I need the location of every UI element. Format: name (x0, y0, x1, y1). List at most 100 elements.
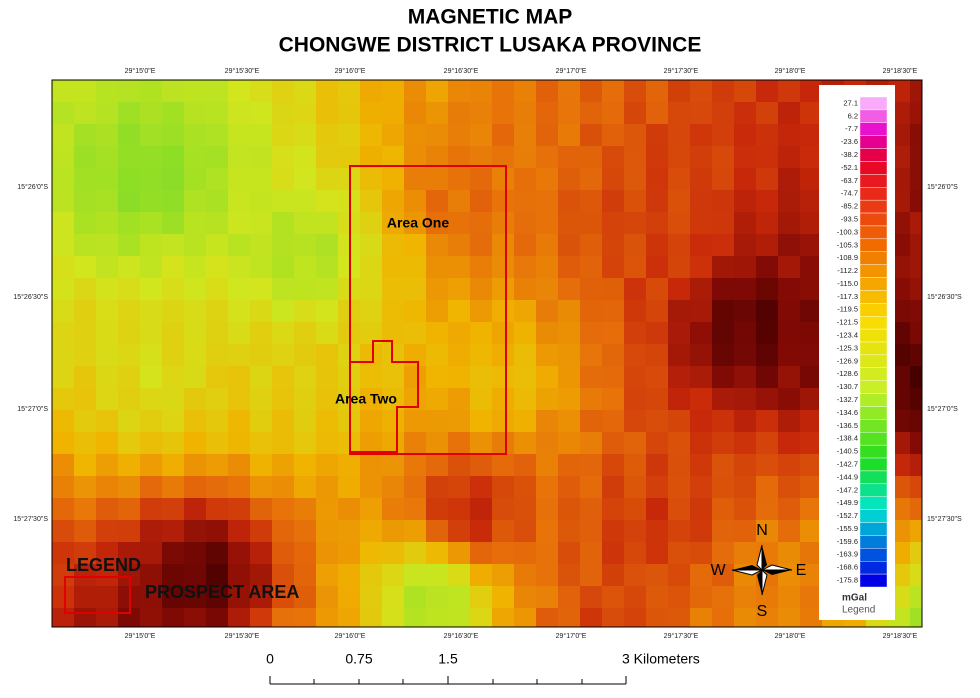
grid-cell (514, 586, 536, 608)
grid-cell (74, 146, 96, 168)
grid-cell (514, 344, 536, 366)
legend-color (859, 212, 888, 227)
grid-cell (426, 344, 448, 366)
grid-cell (910, 586, 922, 608)
grid-cell (690, 102, 712, 124)
grid-cell (448, 542, 470, 564)
legend-color (859, 161, 888, 175)
grid-cell (426, 212, 448, 234)
grid-cell (910, 234, 922, 256)
grid-cell (800, 344, 822, 366)
grid-cell (470, 278, 492, 300)
grid-cell (646, 300, 668, 322)
grid-cell (206, 586, 228, 608)
grid-cell (272, 586, 294, 608)
grid-cell (558, 344, 580, 366)
grid-cell (646, 212, 668, 234)
legend-value: -142.7 (837, 459, 858, 468)
grid-cell (404, 344, 426, 366)
grid-cell (756, 102, 778, 124)
grid-cell (250, 542, 272, 564)
grid-cell (426, 476, 448, 498)
grid-cell (778, 344, 800, 366)
grid-cell (250, 124, 272, 146)
grid-cell (272, 80, 294, 102)
grid-cell (470, 432, 492, 454)
grid-cell (162, 366, 184, 388)
grid-cell (624, 432, 646, 454)
grid-cell (756, 300, 778, 322)
grid-cell (470, 564, 492, 586)
grid-cell (228, 388, 250, 410)
grid-cell (338, 146, 360, 168)
grid-cell (96, 498, 118, 520)
grid-cell (118, 542, 140, 564)
grid-cell (580, 498, 602, 520)
legend-color (859, 109, 888, 123)
grid-cell (338, 586, 360, 608)
grid-cell (756, 344, 778, 366)
grid-cell (514, 256, 536, 278)
grid-cell (360, 124, 382, 146)
grid-cell (118, 344, 140, 366)
grid-cell (514, 168, 536, 190)
grid-cell (294, 410, 316, 432)
grid-cell (206, 146, 228, 168)
grid-cell (316, 190, 338, 212)
grid-cell (492, 322, 514, 344)
grid-cell (536, 542, 558, 564)
grid-cell (294, 300, 316, 322)
grid-cell (470, 410, 492, 432)
grid-cell (250, 300, 272, 322)
grid-cell (448, 168, 470, 190)
grid-cell (624, 278, 646, 300)
legend-color (859, 380, 888, 394)
grid-cell (228, 300, 250, 322)
grid-cell (360, 366, 382, 388)
grid-cell (250, 366, 272, 388)
grid-cell (734, 542, 756, 564)
grid-cell (448, 498, 470, 520)
longitude-label: 29°15'0"E (125, 632, 156, 640)
legend-value: -132.7 (837, 395, 858, 404)
grid-cell (294, 432, 316, 454)
grid-cell (602, 586, 624, 608)
grid-cell (228, 256, 250, 278)
grid-cell (492, 344, 514, 366)
grid-cell (800, 564, 822, 586)
grid-cell (756, 476, 778, 498)
grid-cell (96, 432, 118, 454)
scale-label: 0.75 (345, 651, 372, 667)
grid-cell (778, 454, 800, 476)
grid-cell (52, 80, 74, 102)
grid-cell (448, 146, 470, 168)
legend-value: -115.0 (837, 279, 858, 288)
grid-cell (426, 190, 448, 212)
grid-cell (118, 366, 140, 388)
grid-cell (404, 300, 426, 322)
longitude-label: 29°15'0"E (125, 67, 156, 75)
grid-cell (338, 608, 360, 627)
grid-cell (492, 520, 514, 542)
grid-cell (162, 586, 184, 608)
grid-cell (580, 366, 602, 388)
grid-cell (756, 80, 778, 102)
grid-cell (96, 586, 118, 608)
grid-cell (756, 212, 778, 234)
grid-cell (294, 564, 316, 586)
legend-value: -130.7 (837, 382, 858, 391)
grid-cell (52, 102, 74, 124)
grid-cell (514, 234, 536, 256)
compass-s: S (757, 603, 768, 620)
longitude-label: 29°17'0"E (556, 632, 587, 640)
longitude-label: 29°18'30"E (883, 67, 918, 75)
grid-cell (602, 564, 624, 586)
grid-cell (118, 498, 140, 520)
grid-cell (514, 80, 536, 102)
grid-cell (74, 322, 96, 344)
grid-cell (558, 124, 580, 146)
grid-cell (580, 278, 602, 300)
legend-value: -126.9 (837, 356, 858, 365)
legend-color (859, 496, 888, 510)
grid-cell (558, 388, 580, 410)
